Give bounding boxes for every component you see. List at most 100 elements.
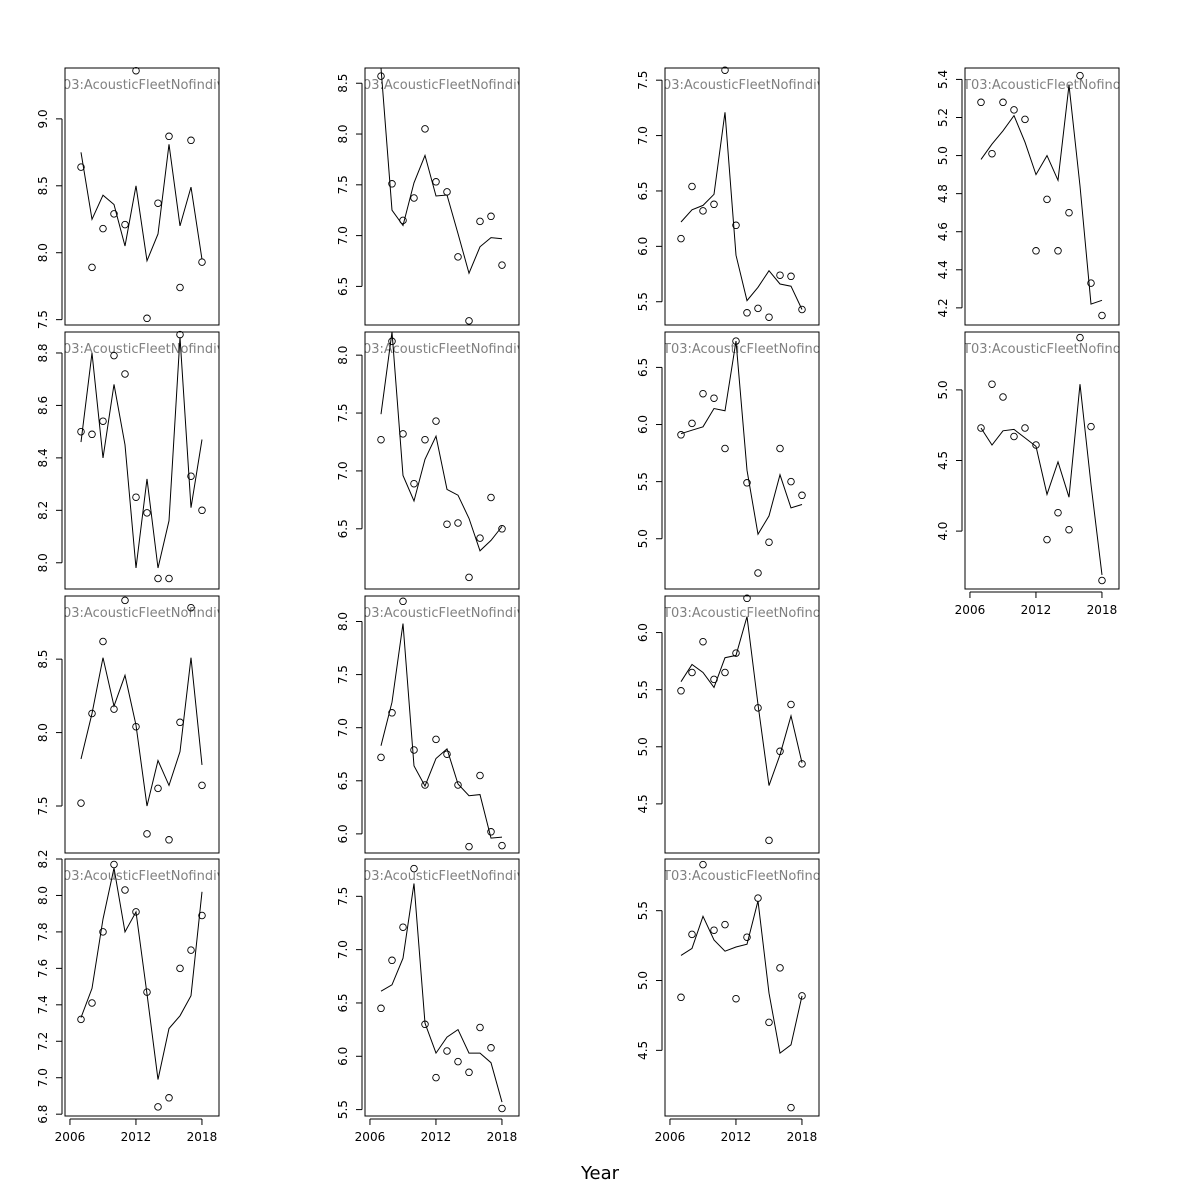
observed-point: [776, 964, 784, 972]
y-axis: 7.5 8.0 8.5: [36, 650, 63, 816]
fitted-line: [680, 112, 803, 310]
y-tick-label: 4.2: [936, 298, 950, 317]
observed-point: [421, 781, 429, 789]
panel-frame: [964, 331, 1120, 590]
observed-point: [154, 574, 162, 583]
observed-point: [1043, 195, 1051, 204]
y-tick-label: 6.0: [636, 237, 650, 256]
observed-point: [176, 283, 184, 292]
observed-point: [732, 994, 740, 1003]
panel-2: 03:AcousticFleetNofindiv 8.0 8.2 8.4 8.6 8.8: [36, 330, 220, 590]
observed-point: [1065, 525, 1073, 534]
observed-point: [154, 784, 162, 793]
chart-panels: 03:AcousticFleetNofindiv7.58.08.59.003:A…: [36, 66, 1133, 1144]
observed-point: [688, 182, 696, 191]
observed-point: [143, 830, 151, 838]
y-tick-label: 5.4: [936, 70, 950, 89]
observed-point: [465, 1068, 473, 1077]
y-tick-label: 6.0: [636, 623, 650, 642]
observed-point: [399, 430, 407, 438]
observed-point: [77, 427, 85, 436]
observed-point: [377, 435, 385, 444]
panel-frame: [664, 331, 820, 590]
panel-10: T03:AcousticFleetNofindiv 5.0 5.5 6.0 6.5: [636, 331, 833, 590]
observed-point: [710, 926, 718, 934]
observed-point: [498, 841, 506, 850]
y-tick-label: 8.0: [336, 346, 350, 365]
observed-point: [454, 519, 462, 527]
observed-point: [187, 136, 195, 145]
panel-frame: [664, 858, 820, 1117]
observed-point: [776, 444, 784, 453]
observed-point: [977, 98, 985, 107]
observed-point: [121, 886, 129, 894]
observed-point: [476, 771, 484, 780]
y-tick-label: 7.4: [36, 995, 50, 1014]
observed-point: [454, 253, 462, 261]
panel-title: 03:AcousticFleetNofindiv: [363, 869, 525, 884]
observed-point: [143, 314, 151, 323]
y-tick-label: 7.5: [336, 665, 350, 684]
observed-point: [388, 337, 396, 346]
observed-point: [465, 317, 473, 325]
observed-point: [710, 200, 718, 209]
y-tick-label: 4.6: [936, 222, 950, 241]
observed-point: [421, 125, 429, 133]
observed-point: [110, 860, 118, 869]
y-tick-label: 5.2: [936, 108, 950, 127]
observed-point: [699, 860, 707, 869]
observed-point: [198, 781, 206, 790]
observed-point: [776, 271, 784, 279]
observed-point: [1010, 432, 1018, 441]
panel-title: 03:AcousticFleetNofindiv: [63, 606, 225, 621]
observed-point: [165, 836, 173, 844]
x-tick-label: 2018: [787, 1130, 818, 1144]
observed-point: [154, 199, 162, 207]
observed-point: [787, 477, 795, 486]
y-tick-label: 6.0: [336, 1047, 350, 1066]
observed-point: [377, 753, 385, 762]
observed-point: [187, 472, 195, 480]
panel-title: T03:AcousticFleetNofindiv: [962, 342, 1133, 357]
observed-point: [743, 594, 751, 603]
observed-point: [476, 217, 484, 226]
fitted-line: [980, 85, 1103, 305]
observed-point: [498, 261, 506, 269]
observed-point: [176, 718, 184, 727]
observed-point: [198, 258, 206, 266]
observed-point: [677, 687, 685, 695]
fitted-line: [380, 332, 503, 552]
y-axis: 6.0 6.5 7.0 7.5 8.0: [336, 612, 363, 843]
fitted-line: [380, 68, 503, 275]
x-axis: 2006 2012 2018: [55, 1118, 218, 1144]
observed-point: [377, 72, 385, 80]
x-axis: 2006 2012 2018: [655, 1118, 818, 1144]
observed-point: [1010, 106, 1018, 114]
observed-point: [732, 221, 740, 230]
x-tick-label: 2018: [1087, 603, 1118, 617]
observed-point: [88, 709, 96, 718]
observed-point: [743, 479, 751, 487]
y-tick-label: 8.5: [36, 650, 50, 669]
observed-point: [787, 1103, 795, 1112]
observed-point: [765, 836, 773, 845]
panel-title: T03:AcousticFleetNofindiv: [662, 342, 833, 357]
y-tick-label: 8.8: [36, 343, 50, 362]
observed-point: [399, 923, 407, 931]
y-tick-label: 5.5: [636, 472, 650, 491]
observed-point: [399, 216, 407, 225]
y-tick-label: 4.8: [936, 184, 950, 203]
observed-point: [388, 709, 396, 717]
observed-point: [377, 1004, 385, 1013]
y-tick-label: 7.0: [336, 940, 350, 959]
observed-point: [77, 1015, 85, 1024]
observed-point: [743, 933, 751, 941]
observed-point: [977, 424, 985, 432]
y-axis: 4.5 5.0 5.5: [636, 901, 663, 1060]
y-axis: 6.5 7.0 7.5 8.0: [336, 346, 363, 538]
x-tick-label: 2018: [187, 1130, 218, 1144]
observed-point: [410, 479, 418, 488]
observed-point: [677, 431, 685, 439]
observed-point: [88, 430, 96, 439]
